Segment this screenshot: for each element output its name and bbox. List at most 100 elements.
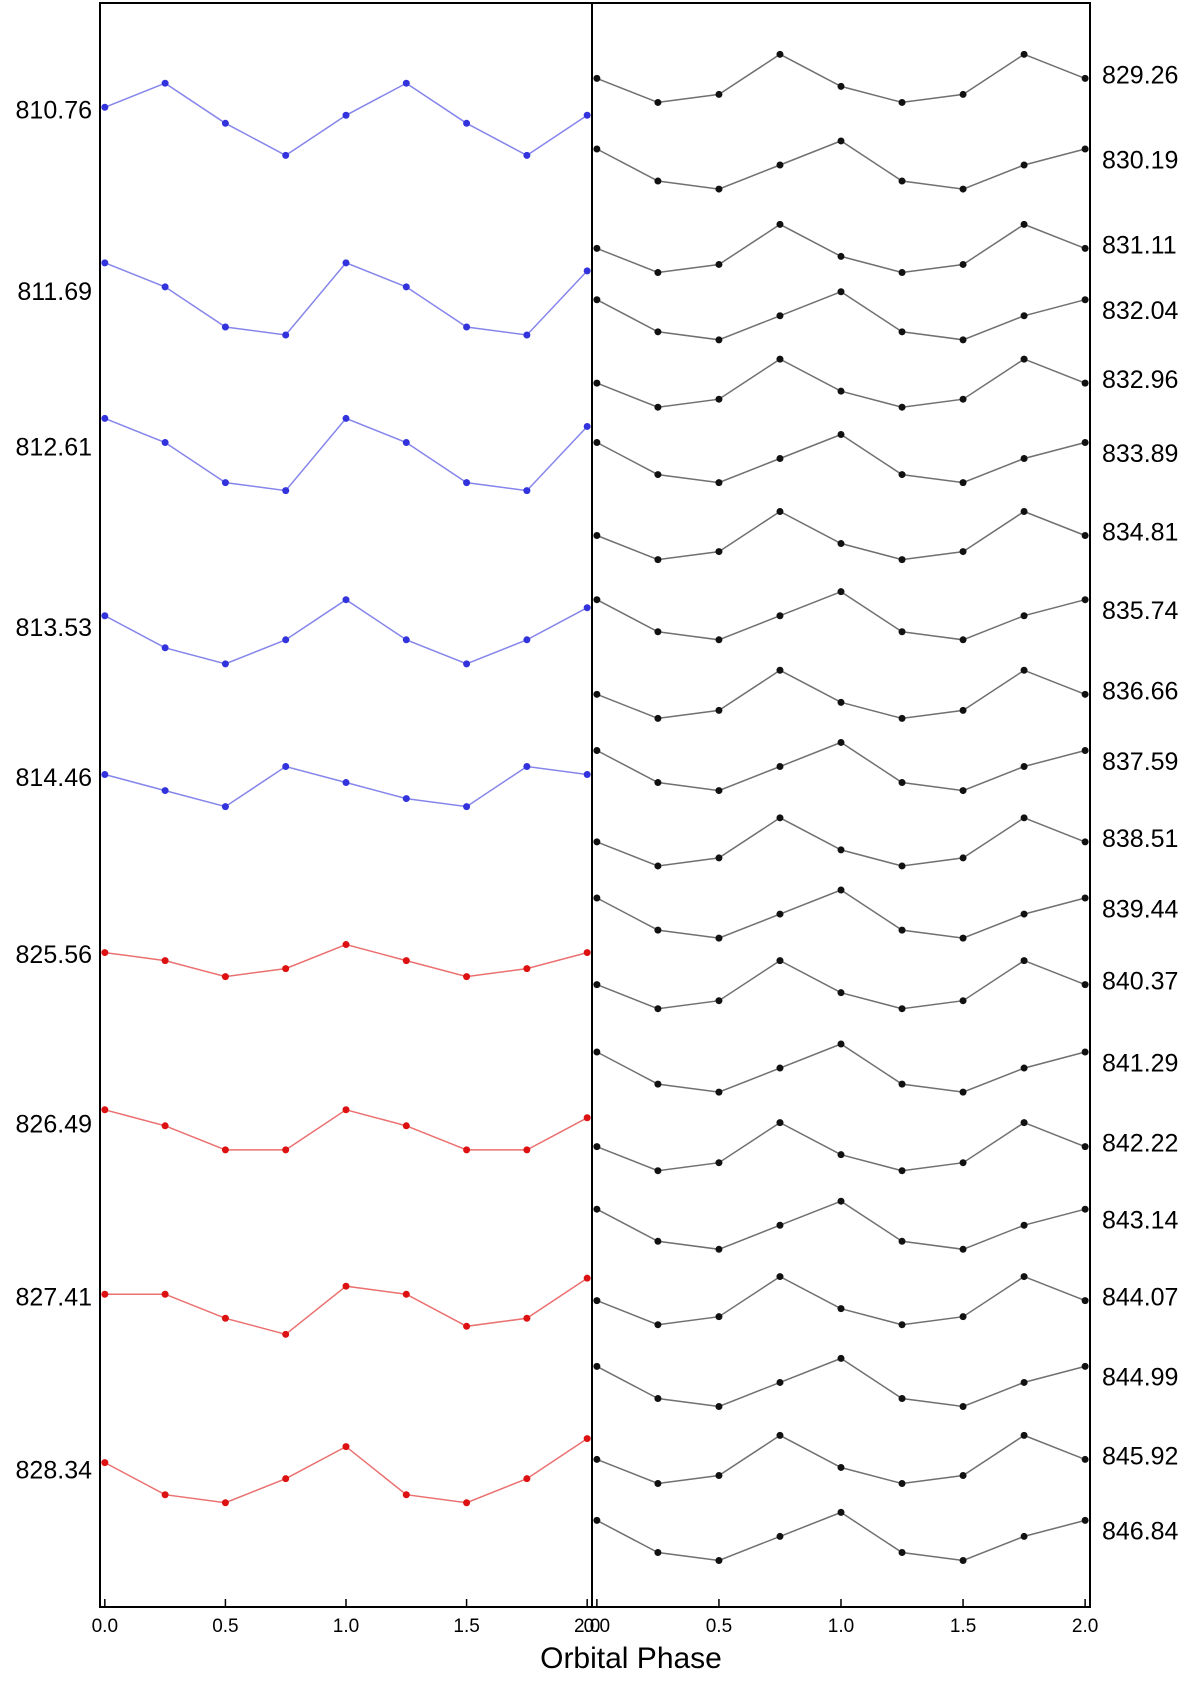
data-point	[959, 1159, 967, 1167]
data-point	[342, 1106, 350, 1114]
data-point	[282, 151, 290, 159]
data-point	[837, 738, 845, 746]
data-point	[221, 1314, 229, 1322]
data-point	[715, 395, 723, 403]
data-point	[959, 854, 967, 862]
data-point	[776, 1273, 784, 1281]
data-point	[342, 1443, 350, 1451]
data-point	[898, 862, 906, 870]
light-curve	[596, 959, 1086, 1010]
data-point	[959, 548, 967, 556]
data-point	[715, 934, 723, 942]
data-point	[776, 1532, 784, 1540]
data-point	[1081, 438, 1089, 446]
data-point	[898, 779, 906, 787]
data-point	[593, 532, 601, 540]
data-point	[1081, 74, 1089, 82]
data-point	[715, 1245, 723, 1253]
series-label: 843.14	[1102, 1207, 1179, 1235]
series-label: 846.84	[1102, 1518, 1179, 1546]
data-point	[282, 965, 290, 973]
data-point	[1020, 814, 1028, 822]
light-curve	[596, 1511, 1086, 1562]
data-point	[523, 636, 531, 644]
data-point	[654, 403, 662, 411]
data-point	[463, 1146, 471, 1154]
data-point	[898, 268, 906, 276]
data-point	[959, 706, 967, 714]
light-curve	[104, 1108, 588, 1151]
data-point	[959, 934, 967, 942]
data-point	[282, 1146, 290, 1154]
x-axis-label: Orbital Phase	[540, 1642, 722, 1675]
data-point	[776, 1221, 784, 1229]
data-point	[837, 1151, 845, 1159]
data-point	[1020, 612, 1028, 620]
data-point	[593, 145, 601, 153]
data-point	[959, 90, 967, 98]
data-point	[959, 395, 967, 403]
data-point	[837, 989, 845, 997]
data-point	[837, 252, 845, 260]
x-tick-label: 1.0	[828, 1616, 854, 1637]
data-point	[593, 981, 601, 989]
series-label: 812.61	[16, 434, 92, 462]
data-point	[715, 1556, 723, 1564]
data-point	[463, 803, 471, 811]
data-point	[837, 886, 845, 894]
series-label: 838.51	[1102, 825, 1178, 853]
data-point	[959, 1556, 967, 1564]
data-point	[1020, 1532, 1028, 1540]
data-point	[161, 787, 169, 795]
data-point	[776, 507, 784, 515]
data-point	[959, 336, 967, 344]
data-point	[959, 787, 967, 795]
light-curve	[104, 943, 588, 978]
data-point	[898, 403, 906, 411]
data-point	[1020, 666, 1028, 674]
series-label: 826.49	[16, 1111, 92, 1139]
data-point	[593, 296, 601, 304]
data-point	[898, 1005, 906, 1013]
data-point	[898, 177, 906, 185]
data-point	[583, 422, 591, 430]
data-point	[898, 471, 906, 479]
light-curve	[596, 53, 1086, 104]
x-tick-label: 0.5	[212, 1616, 238, 1637]
series-label: 832.04	[1102, 297, 1179, 325]
data-point	[837, 387, 845, 395]
data-point	[715, 548, 723, 556]
light-curve	[596, 590, 1086, 641]
data-point	[837, 698, 845, 706]
series-label: 835.74	[1102, 597, 1179, 625]
data-point	[161, 283, 169, 291]
data-point	[959, 1088, 967, 1096]
data-point	[776, 355, 784, 363]
data-point	[583, 267, 591, 275]
series-label: 831.11	[1102, 231, 1177, 259]
data-point	[654, 714, 662, 722]
data-point	[776, 910, 784, 918]
data-point	[898, 1548, 906, 1556]
data-point	[715, 260, 723, 268]
series-label: 832.96	[1102, 366, 1178, 394]
data-point	[1081, 596, 1089, 604]
data-point	[1020, 50, 1028, 58]
data-point	[898, 98, 906, 106]
x-tick-label: 0.0	[92, 1616, 118, 1637]
data-point	[776, 220, 784, 228]
data-point	[583, 949, 591, 957]
data-point	[282, 487, 290, 495]
light-curve	[104, 261, 588, 336]
data-point	[523, 1314, 531, 1322]
data-point	[1081, 145, 1089, 153]
data-point	[463, 119, 471, 127]
data-point	[402, 636, 410, 644]
data-point	[221, 973, 229, 981]
data-point	[1020, 507, 1028, 515]
data-point	[583, 604, 591, 612]
data-point	[654, 1080, 662, 1088]
data-point	[959, 997, 967, 1005]
data-point	[1020, 1064, 1028, 1072]
data-point	[101, 612, 109, 620]
